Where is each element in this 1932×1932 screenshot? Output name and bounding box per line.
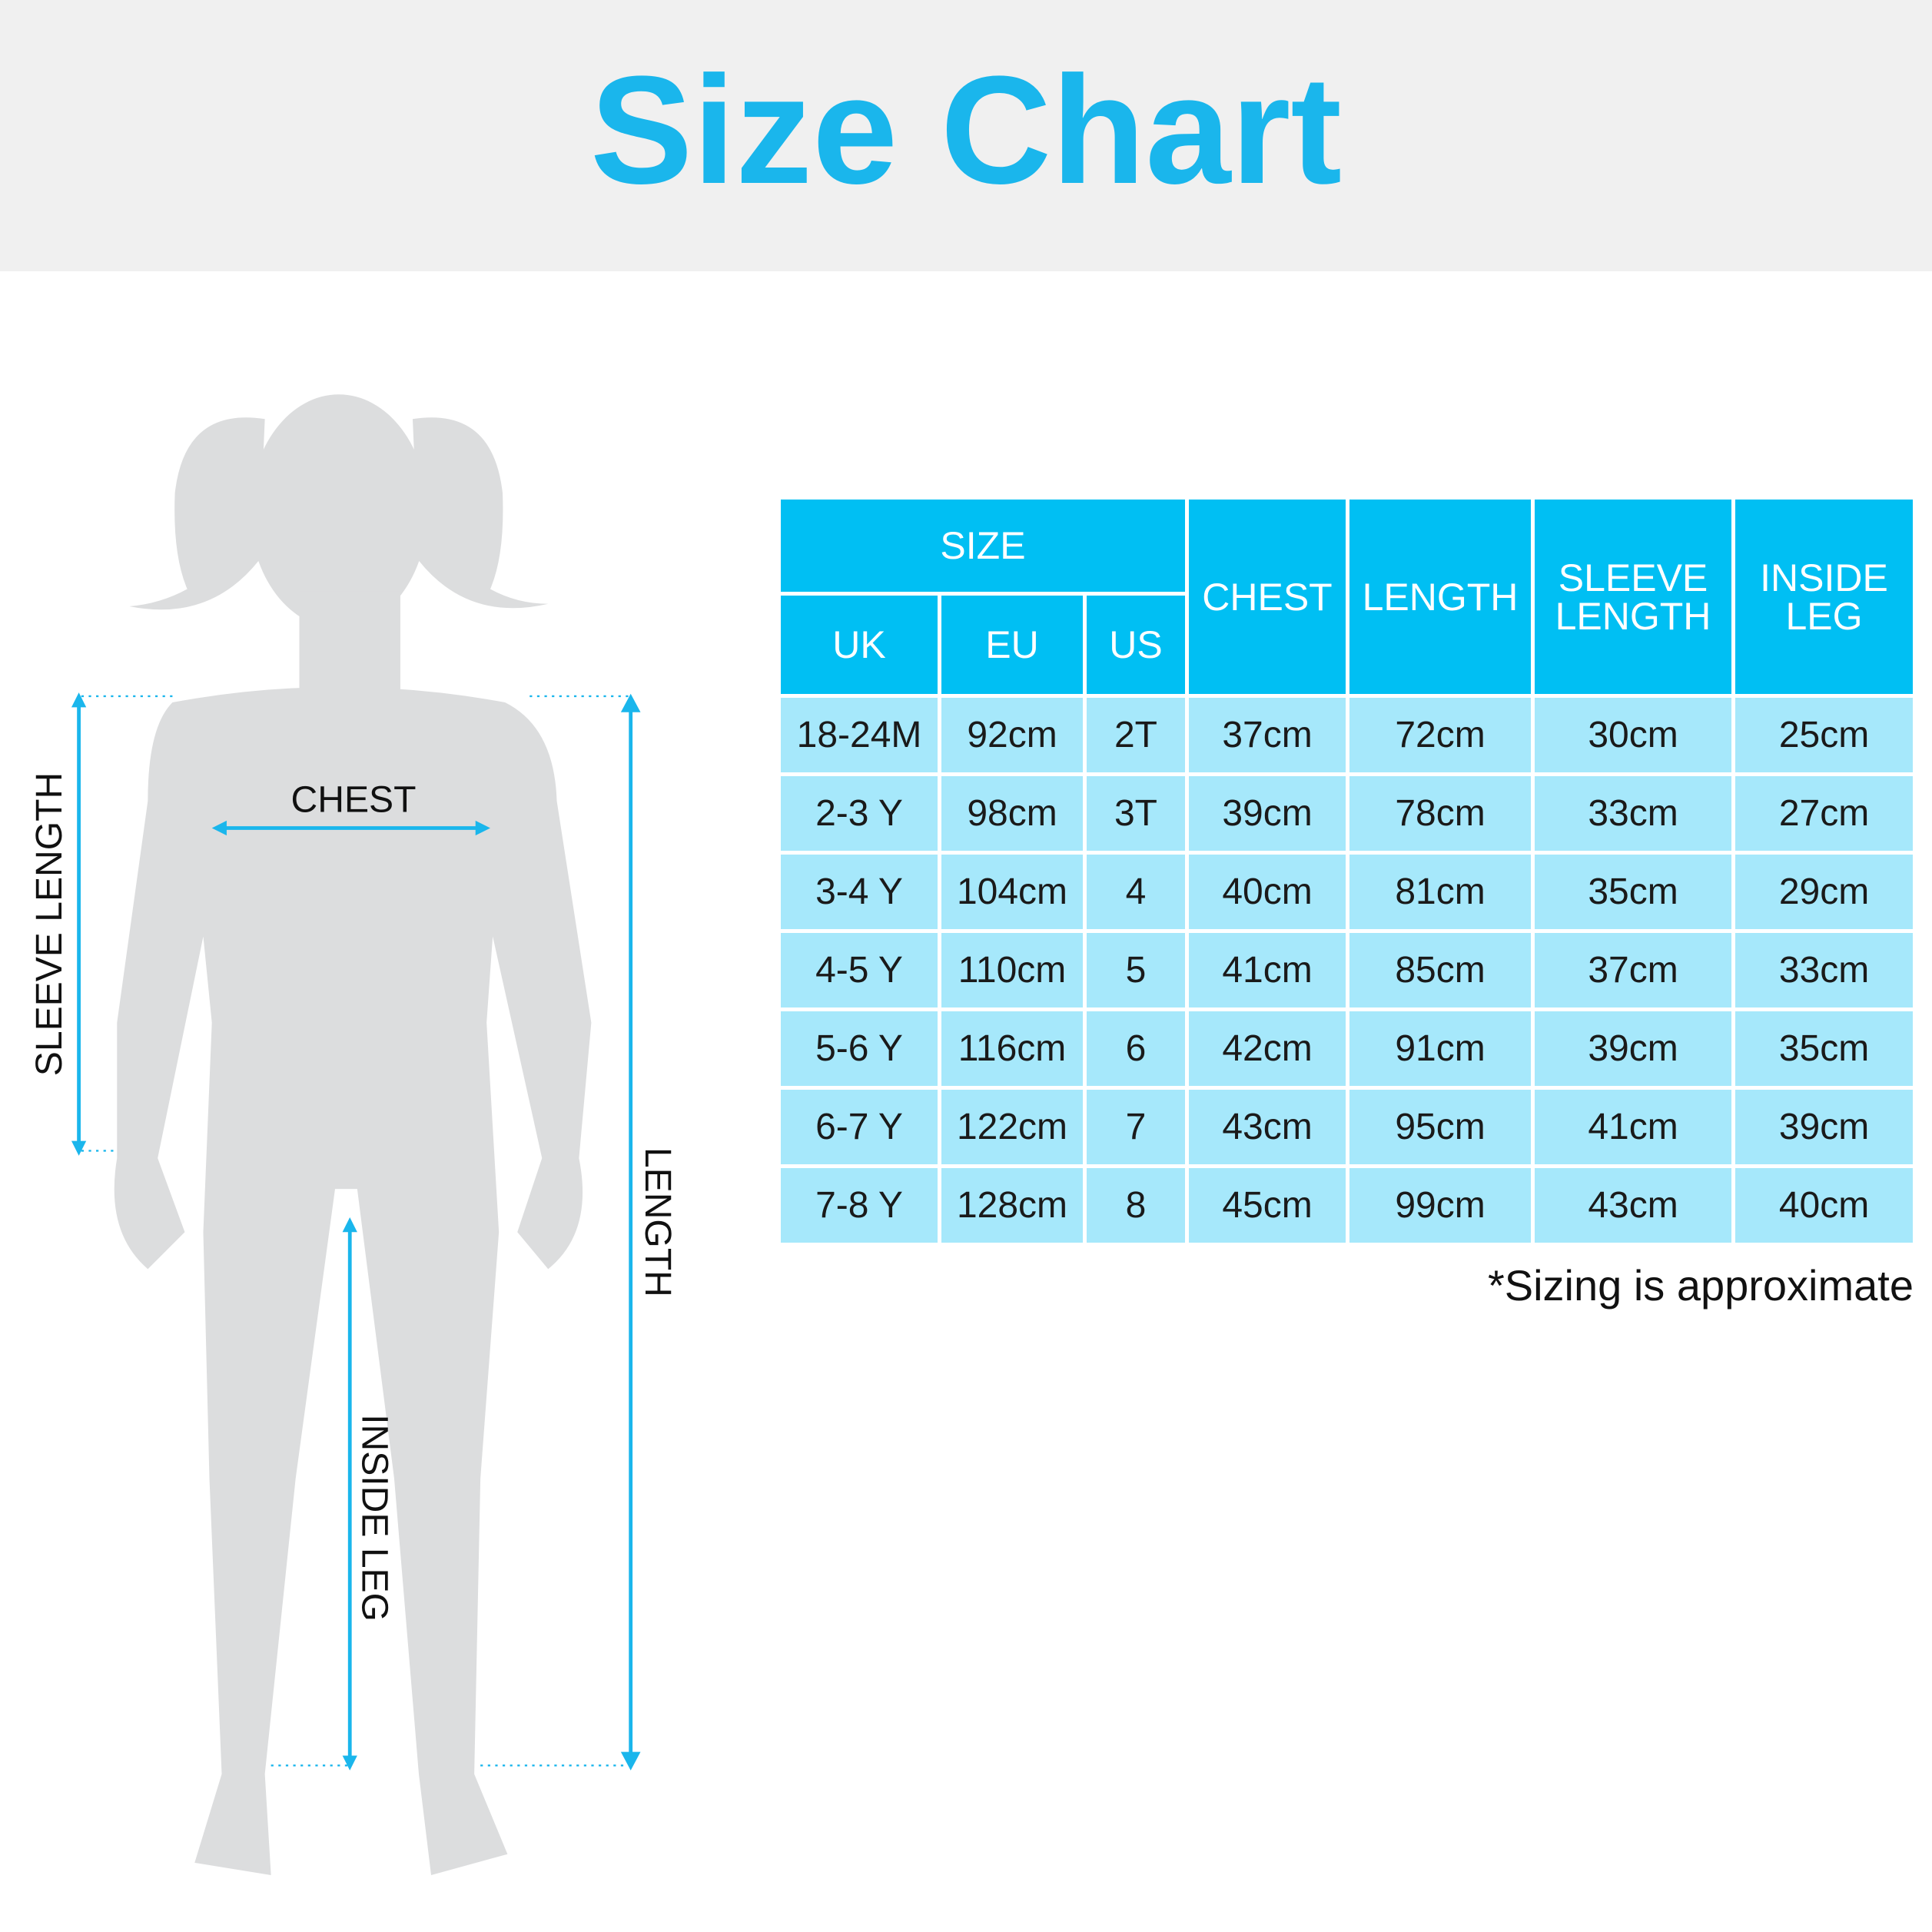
table-cell: 30cm bbox=[1535, 698, 1731, 772]
inside-leg-label: INSIDE LEG bbox=[354, 1414, 395, 1622]
table-cell: 35cm bbox=[1735, 1011, 1913, 1086]
table-cell: 41cm bbox=[1535, 1090, 1731, 1164]
table-cell: 45cm bbox=[1189, 1168, 1346, 1243]
table-row: 18-24M 92cm 2T 37cm 72cm 30cm 25cm bbox=[781, 698, 1913, 772]
table-cell: 27cm bbox=[1735, 776, 1913, 851]
table-cell: 78cm bbox=[1349, 776, 1531, 851]
table-row: 4-5 Y 110cm 5 41cm 85cm 37cm 33cm bbox=[781, 933, 1913, 1007]
table-cell: 122cm bbox=[941, 1090, 1083, 1164]
table-cell: 39cm bbox=[1189, 776, 1346, 851]
arrowheads bbox=[71, 692, 641, 1771]
body-figure: SLEEVE LENGTH CHEST LENGTH INSIDE LEG bbox=[28, 394, 676, 1875]
table-cell: 5 bbox=[1087, 933, 1185, 1007]
table-cell: 110cm bbox=[941, 933, 1083, 1007]
table-cell: 39cm bbox=[1735, 1090, 1913, 1164]
measure-lines bbox=[77, 695, 633, 1767]
table-cell: 33cm bbox=[1535, 776, 1731, 851]
table-row: 3-4 Y 104cm 4 40cm 81cm 35cm 29cm bbox=[781, 855, 1913, 929]
table-cell: 91cm bbox=[1349, 1011, 1531, 1086]
table-cell: 128cm bbox=[941, 1168, 1083, 1243]
footnote: *Sizing is approximate bbox=[1487, 1261, 1914, 1310]
table-cell: 95cm bbox=[1349, 1090, 1531, 1164]
table-cell: 4 bbox=[1087, 855, 1185, 929]
sub-header: EU bbox=[941, 596, 1083, 694]
column-header: LENGTH bbox=[1349, 500, 1531, 694]
column-header: SLEEVE LENGTH bbox=[1535, 500, 1731, 694]
table-cell: 2T bbox=[1087, 698, 1185, 772]
table-cell: 6-7 Y bbox=[781, 1090, 938, 1164]
table-cell: 18-24M bbox=[781, 698, 938, 772]
table-cell: 43cm bbox=[1189, 1090, 1346, 1164]
table-cell: 43cm bbox=[1535, 1168, 1731, 1243]
table-row: 5-6 Y 116cm 6 42cm 91cm 39cm 35cm bbox=[781, 1011, 1913, 1086]
length-label: LENGTH bbox=[637, 1147, 676, 1297]
title: Size Chart bbox=[589, 45, 1343, 216]
table-cell: 29cm bbox=[1735, 855, 1913, 929]
table-cell: 35cm bbox=[1535, 855, 1731, 929]
sub-header: US bbox=[1087, 596, 1185, 694]
table-cell: 40cm bbox=[1189, 855, 1346, 929]
table-cell: 33cm bbox=[1735, 933, 1913, 1007]
table-row: 2-3 Y 98cm 3T 39cm 78cm 33cm 27cm bbox=[781, 776, 1913, 851]
table-cell: 4-5 Y bbox=[781, 933, 938, 1007]
table-cell: 40cm bbox=[1735, 1168, 1913, 1243]
group-header: SIZE bbox=[781, 500, 1185, 592]
table-cell: 41cm bbox=[1189, 933, 1346, 1007]
table-cell: 72cm bbox=[1349, 698, 1531, 772]
table-cell: 92cm bbox=[941, 698, 1083, 772]
table-cell: 42cm bbox=[1189, 1011, 1346, 1086]
table-cell: 37cm bbox=[1189, 698, 1346, 772]
chest-label: CHEST bbox=[291, 779, 417, 821]
table-cell: 8 bbox=[1087, 1168, 1185, 1243]
table-cell: 81cm bbox=[1349, 855, 1531, 929]
table-cell: 39cm bbox=[1535, 1011, 1731, 1086]
table-cell: 104cm bbox=[941, 855, 1083, 929]
sub-header: UK bbox=[781, 596, 938, 694]
table-cell: 7-8 Y bbox=[781, 1168, 938, 1243]
table-cell: 98cm bbox=[941, 776, 1083, 851]
table-cell: 3-4 Y bbox=[781, 855, 938, 929]
table-cell: 25cm bbox=[1735, 698, 1913, 772]
table-cell: 2-3 Y bbox=[781, 776, 938, 851]
column-header: CHEST bbox=[1189, 500, 1346, 694]
table-row: 7-8 Y 128cm 8 45cm 99cm 43cm 40cm bbox=[781, 1168, 1913, 1243]
table-cell: 5-6 Y bbox=[781, 1011, 938, 1086]
header-band: Size Chart bbox=[0, 0, 1932, 271]
table-cell: 116cm bbox=[941, 1011, 1083, 1086]
table-cell: 37cm bbox=[1535, 933, 1731, 1007]
table-row: 6-7 Y 122cm 7 43cm 95cm 41cm 39cm bbox=[781, 1090, 1913, 1164]
column-header: INSIDE LEG bbox=[1735, 500, 1913, 694]
table-cell: 99cm bbox=[1349, 1168, 1531, 1243]
table-cell: 7 bbox=[1087, 1090, 1185, 1164]
sleeve-length-label: SLEEVE LENGTH bbox=[28, 772, 70, 1076]
size-table: SIZE CHEST LENGTH SLEEVE LENGTH INSIDE LEG U… bbox=[777, 496, 1917, 1247]
table-cell: 6 bbox=[1087, 1011, 1185, 1086]
table-cell: 3T bbox=[1087, 776, 1185, 851]
silhouette bbox=[114, 394, 592, 1875]
table-cell: 85cm bbox=[1349, 933, 1531, 1007]
